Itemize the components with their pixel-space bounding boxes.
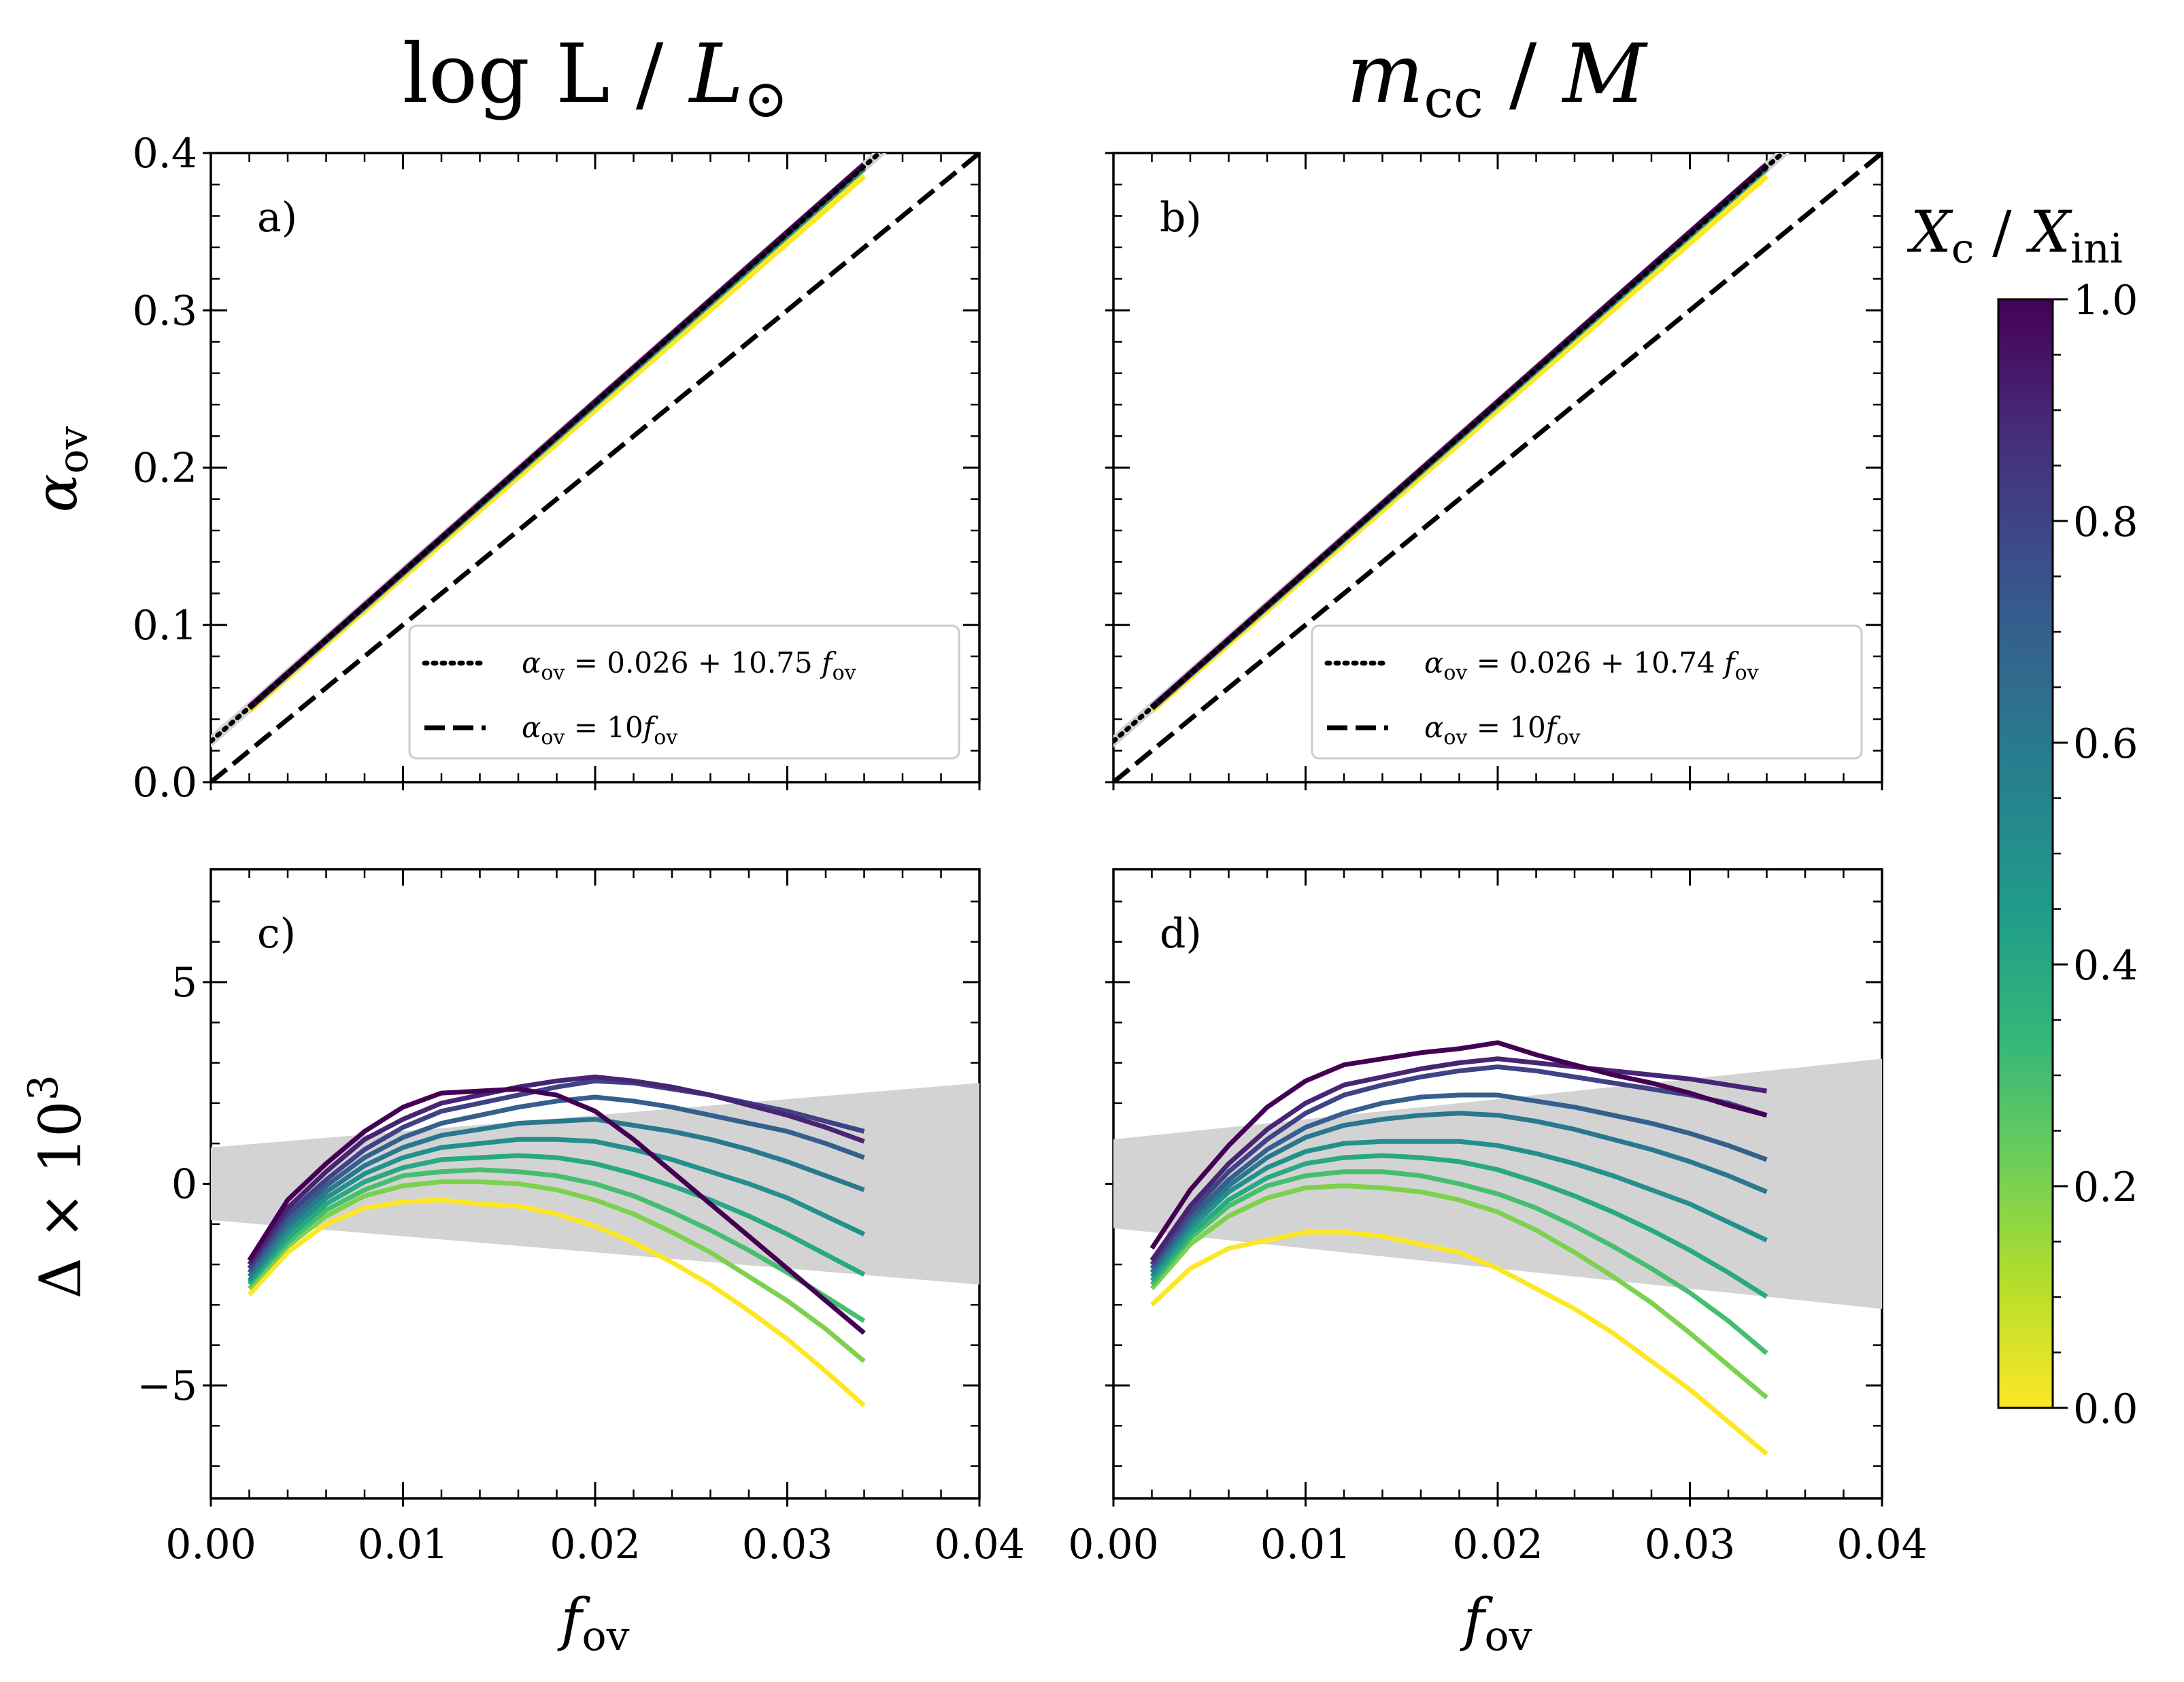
series-line bbox=[1149, 1111, 1768, 1275]
series-line bbox=[247, 1179, 866, 1364]
series-line bbox=[1149, 1139, 1768, 1279]
series-line bbox=[1150, 1230, 1768, 1456]
y-axis-label-bottom: Δ × 103 bbox=[20, 1075, 94, 1299]
colorbar-tick-label: 1.0 bbox=[2073, 277, 2138, 324]
fit-line-dotted bbox=[1113, 153, 1787, 744]
x-tick-label: 0.03 bbox=[742, 1521, 833, 1568]
y-tick-label: 5 bbox=[171, 959, 197, 1007]
plot-area-a bbox=[211, 153, 979, 782]
colorbar-tick-label: 0.0 bbox=[2073, 1385, 2138, 1433]
colorbar-tick-label: 0.2 bbox=[2073, 1164, 2138, 1211]
series-line bbox=[247, 1094, 865, 1275]
colorbar-tick-label: 0.6 bbox=[2073, 720, 2138, 768]
series-line bbox=[247, 1074, 865, 1266]
series-line bbox=[247, 1167, 866, 1324]
reference-line-dashed bbox=[1113, 153, 1882, 782]
series-line bbox=[247, 1117, 865, 1279]
series-line bbox=[247, 1086, 866, 1335]
series-line bbox=[1149, 1169, 1768, 1356]
column-title-right: mcc / M bbox=[1347, 27, 1649, 130]
panel-label: a) bbox=[257, 194, 297, 241]
legend-entry: αov = 10fov bbox=[1424, 711, 1580, 750]
colorbar-tick-label: 0.8 bbox=[2073, 499, 2138, 546]
series-line bbox=[1149, 1092, 1768, 1271]
y-tick-label: 0.4 bbox=[133, 130, 197, 178]
series-line bbox=[1149, 1040, 1768, 1250]
reference-line-dashed bbox=[211, 153, 979, 782]
y-tick-label: 0.1 bbox=[133, 602, 197, 650]
x-tick-label: 0.00 bbox=[1068, 1521, 1159, 1568]
panel-d: 0.00 0.01 0.02 0.03 0.04 d) bbox=[1068, 868, 1928, 1568]
y-tick-label: 0.0 bbox=[133, 759, 197, 807]
x-tick-label: 0.04 bbox=[1836, 1521, 1928, 1568]
colorbar: Xc / Xini 0.0 0.2 0.4 0.6 0.8 1.0 bbox=[1906, 199, 2138, 1433]
series-line bbox=[247, 1137, 865, 1282]
series-line bbox=[1149, 1153, 1768, 1299]
colorbar-title: Xc / Xini bbox=[1906, 199, 2123, 273]
x-tick-label: 0.01 bbox=[1260, 1521, 1351, 1568]
colorbar-gradient bbox=[1997, 298, 2054, 1409]
panel-label: c) bbox=[257, 910, 296, 958]
panel-label: b) bbox=[1160, 194, 1202, 241]
fit-line-dotted bbox=[211, 153, 884, 744]
series-line bbox=[247, 1197, 866, 1408]
x-tick-label: 0.02 bbox=[550, 1521, 641, 1568]
y-tick-label: −5 bbox=[137, 1362, 197, 1410]
x-axis-label-left: fov bbox=[556, 1586, 629, 1660]
x-tick-label: 0.02 bbox=[1452, 1521, 1543, 1568]
colorbar-tick-label: 0.4 bbox=[2073, 942, 2138, 990]
y-tick-label: 0.3 bbox=[133, 287, 197, 335]
legend-box bbox=[408, 624, 960, 760]
panel-label: d) bbox=[1160, 910, 1202, 958]
y-tick-label: 0.2 bbox=[133, 445, 197, 492]
series-line bbox=[1149, 1056, 1768, 1262]
panel-a: 0.0 0.1 0.2 0.3 0.4 a) αov = 0.026 + 10.75 fov… bbox=[133, 130, 981, 807]
series-line bbox=[247, 1078, 865, 1271]
plot-area-c bbox=[211, 1074, 979, 1408]
x-tick-label: 0.01 bbox=[358, 1521, 449, 1568]
x-tick-label: 0.03 bbox=[1645, 1521, 1736, 1568]
plot-area-b bbox=[1113, 153, 1882, 782]
series-line bbox=[1149, 1183, 1768, 1400]
legend-entry: αov = 0.026 + 10.75 fov bbox=[522, 646, 856, 685]
series-line bbox=[247, 1153, 866, 1285]
panel-c: 0.00 0.01 0.02 0.03 0.04 5 0 −5 c) bbox=[137, 868, 1025, 1568]
x-tick-label: 0.04 bbox=[934, 1521, 1025, 1568]
series-line bbox=[1149, 1064, 1768, 1266]
legend-box bbox=[1311, 624, 1863, 760]
y-tick-label: 0 bbox=[171, 1161, 197, 1209]
x-axis-label-right: fov bbox=[1459, 1586, 1532, 1660]
plot-area-d bbox=[1113, 1040, 1882, 1456]
column-title-left: log L / L⊙ bbox=[402, 27, 788, 130]
legend-entry: αov = 10fov bbox=[522, 711, 677, 750]
y-axis-label-top: αov bbox=[23, 426, 97, 513]
x-tick-label: 0.00 bbox=[165, 1521, 256, 1568]
panel-b: b) αov = 0.026 + 10.74 fov αov = 10fov bbox=[1105, 152, 1883, 790]
legend-entry: αov = 0.026 + 10.74 fov bbox=[1424, 646, 1759, 685]
delta-uncertainty-band bbox=[1113, 1058, 1882, 1309]
